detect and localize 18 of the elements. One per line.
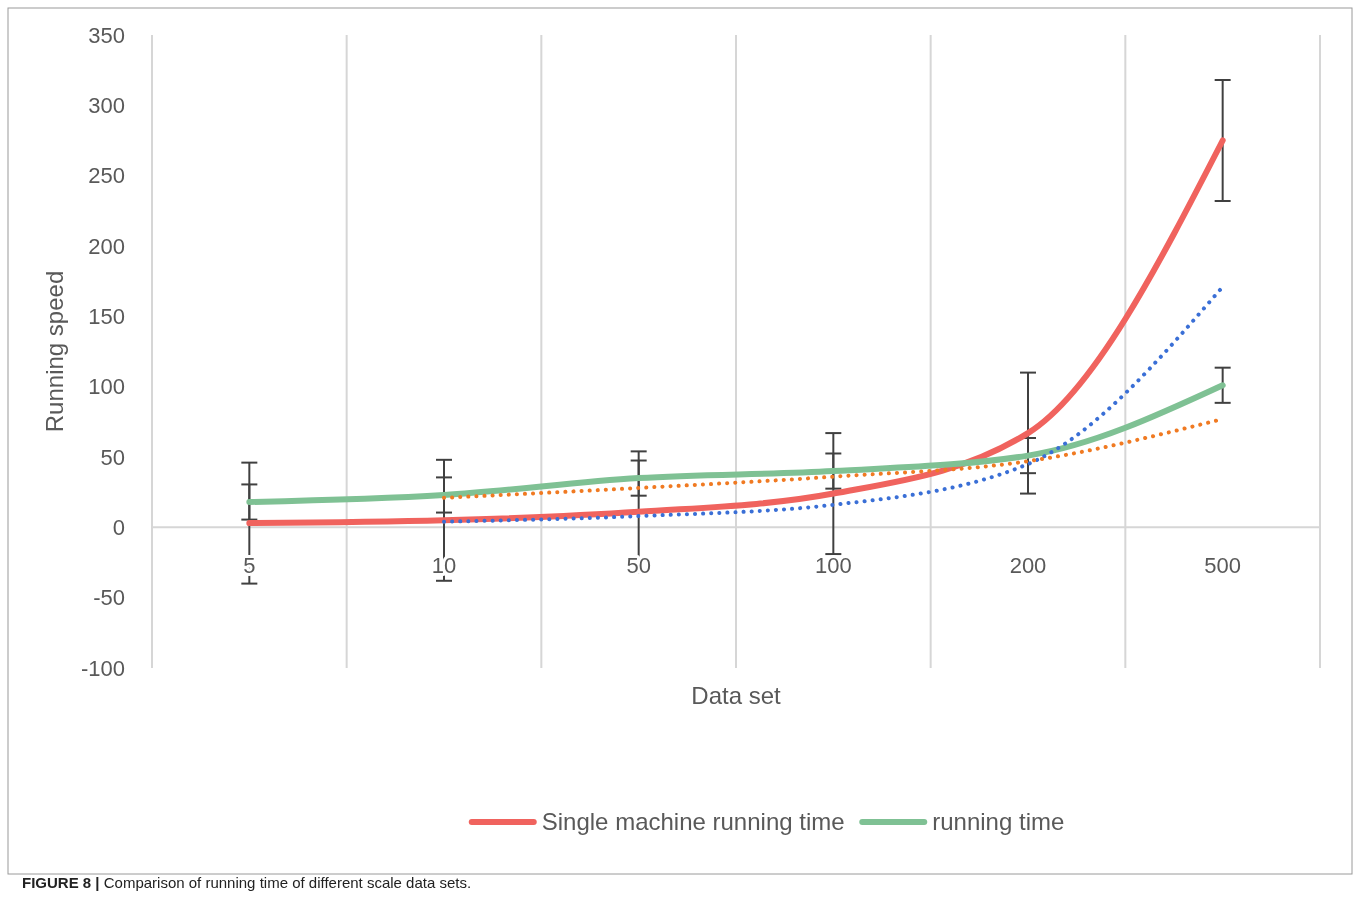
x-axis-title: Data set	[691, 682, 782, 710]
y-tick-label: 50	[100, 444, 125, 470]
y-tick-label: 0	[112, 515, 125, 541]
y-tick-label: -50	[93, 585, 125, 611]
caption: FIGURE 8 | Comparison of running time of different scale data sets.	[22, 874, 472, 891]
legend-label: running time	[932, 808, 1065, 836]
y-tick-label: -100	[80, 655, 125, 681]
y-tick-label: 350	[88, 22, 125, 48]
x-tick-label: 200	[1009, 553, 1047, 579]
legend-label: Single machine running time	[541, 808, 845, 836]
y-tick-label: 150	[88, 304, 125, 330]
y-tick-label: 200	[88, 233, 125, 259]
x-tick-label: 100	[814, 553, 852, 579]
y-tick-label: 300	[88, 93, 125, 119]
y-tick-label: 100	[88, 374, 125, 400]
y-tick-label: 250	[88, 163, 125, 189]
x-tick-label: 500	[1204, 553, 1242, 579]
y-axis-title: Running speed	[41, 270, 69, 433]
